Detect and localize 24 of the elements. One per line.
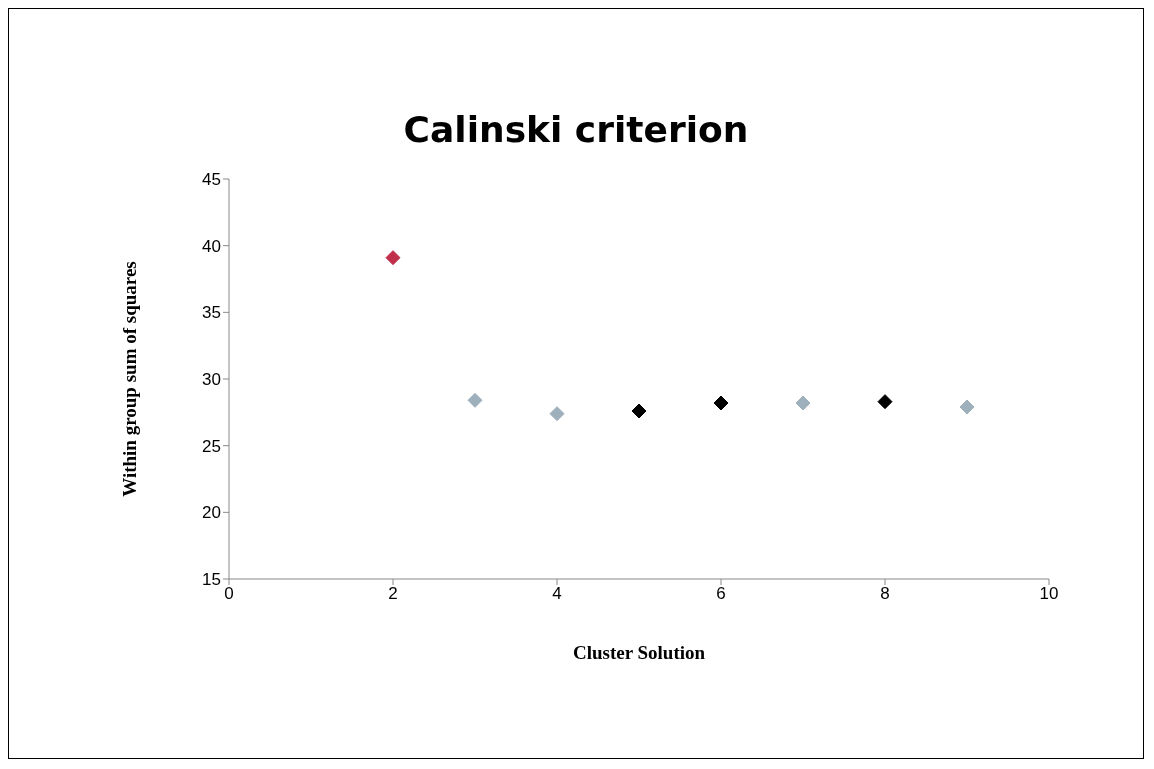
point [877, 394, 893, 410]
y-tick-label: 45 [202, 170, 221, 190]
point [631, 403, 647, 419]
x-tick-label: 4 [552, 584, 562, 604]
point [467, 392, 483, 408]
y-tick-label: 35 [202, 303, 221, 323]
y-axis-title: Within group sum of squares [118, 261, 140, 497]
point [959, 399, 975, 415]
point [385, 250, 401, 266]
y-tick-label: 25 [202, 436, 221, 456]
y-tick-label: 30 [202, 370, 221, 390]
point [795, 395, 811, 411]
point [713, 395, 729, 411]
point [549, 406, 565, 422]
y-tick-label: 20 [202, 503, 221, 523]
x-tick-label: 0 [224, 584, 234, 604]
x-tick-label: 2 [388, 584, 398, 604]
chart-title: Calinski criterion [402, 109, 750, 150]
x-axis-title: Cluster Solution [572, 642, 706, 663]
x-tick-label: 8 [880, 584, 890, 604]
x-tick-label: 10 [1039, 584, 1059, 604]
y-tick-label: 40 [202, 236, 221, 256]
x-tick-label: 6 [716, 584, 726, 604]
y-tick-label: 15 [202, 570, 221, 590]
